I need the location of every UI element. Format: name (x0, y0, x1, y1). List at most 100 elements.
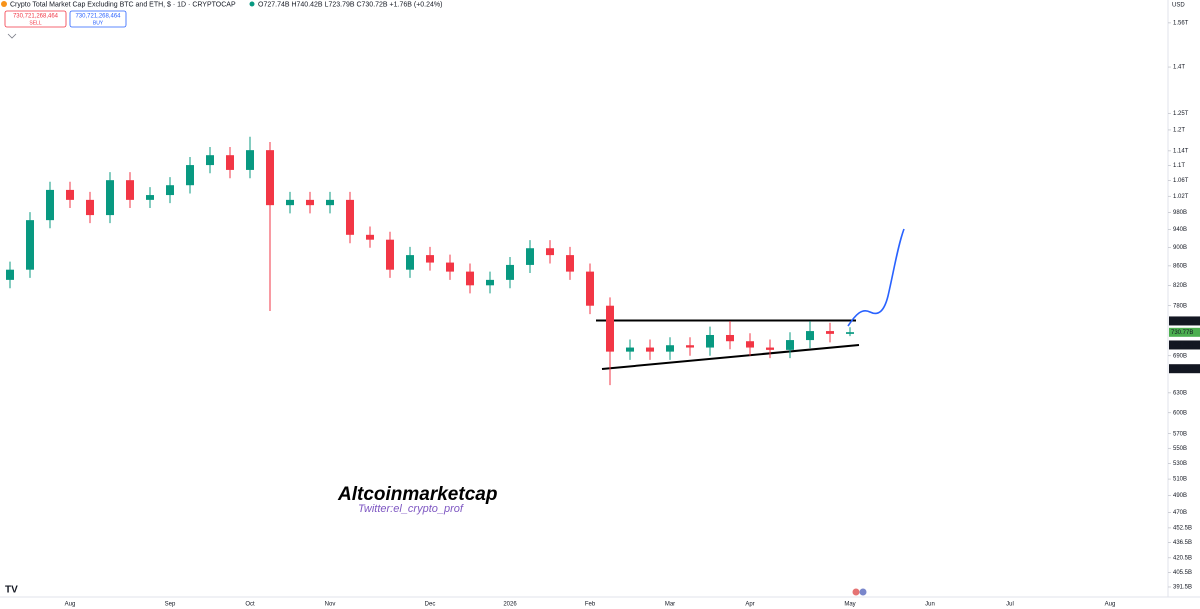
market-status (249, 1, 255, 7)
candle-body (766, 347, 774, 350)
y-tick-label: 1.02T (1173, 194, 1189, 200)
buy-price: 730,721,268,464 (75, 14, 121, 20)
candle-body (606, 305, 614, 352)
y-tick-label: 420.5B (1173, 555, 1192, 561)
candle-body (266, 150, 274, 206)
price-marker-label: 708.46B (1171, 343, 1193, 349)
candle-body (166, 185, 174, 196)
event-flag[interactable] (852, 588, 860, 596)
candle-body (806, 331, 814, 341)
y-tick-label: 900B (1173, 245, 1187, 251)
candle-body (446, 262, 454, 272)
projection-path (847, 228, 905, 327)
y-tick-label: 470B (1173, 510, 1187, 516)
y-tick-label: 1.25T (1173, 111, 1189, 117)
y-tick-label: 860B (1173, 263, 1187, 269)
sell-label: SELL (29, 20, 41, 26)
y-tick-label: 436.5B (1173, 540, 1192, 546)
x-tick-label: Jul (1006, 602, 1014, 608)
x-tick-label: Nov (325, 602, 336, 608)
candle-body (846, 332, 854, 334)
x-tick-label: Aug (65, 602, 76, 608)
x-tick-label: Dec (425, 602, 436, 608)
x-tick-label: 2026 (503, 602, 517, 608)
x-tick-label: May (844, 602, 855, 608)
candle-body (726, 334, 734, 342)
candle-body (286, 199, 294, 206)
price-marker (1169, 364, 1200, 374)
candle-body (126, 180, 134, 200)
candle-body (6, 269, 14, 280)
y-tick-label: 1.56T (1173, 20, 1189, 26)
price-marker-label: 751.43B (1171, 319, 1193, 325)
candle-body (406, 255, 414, 270)
x-tick-label: Mar (665, 602, 675, 608)
collapse-icon[interactable] (7, 33, 17, 39)
x-tick-label: Aug (1105, 602, 1116, 608)
buy-button[interactable] (69, 10, 127, 28)
y-tick-label: 550B (1173, 446, 1187, 452)
candle-body (666, 345, 674, 352)
y-tick-label: 780B (1173, 303, 1187, 309)
ohlc: O727.74B H740.42B L723.79B C730.72B +1.7… (258, 1, 442, 8)
y-tick-label: 405.5B (1173, 570, 1192, 576)
y-tick-label: 600B (1173, 410, 1187, 416)
y-tick-label: 1.1T (1173, 163, 1185, 169)
candle-body (506, 264, 514, 280)
x-tick-label: Sep (165, 602, 176, 608)
watermark-title: Altcoinmarketcap (337, 484, 497, 505)
candle-body (546, 248, 554, 256)
candles (6, 136, 854, 386)
candle-body (826, 331, 834, 334)
candle-body (186, 165, 194, 186)
x-tick-label: Jun (925, 602, 935, 608)
candle-body (706, 334, 714, 348)
symbol-title: Crypto Total Market Cap Excluding BTC an… (10, 1, 236, 8)
symbol-icon (1, 1, 7, 7)
y-tick-label: 1.2T (1173, 128, 1185, 134)
candle-body (786, 340, 794, 350)
candle-body (466, 271, 474, 286)
candle-body (226, 155, 234, 170)
candle-body (386, 239, 394, 270)
candle-body (746, 341, 754, 348)
axis-unit: USD (1172, 3, 1185, 9)
y-tick-label: 820B (1173, 283, 1187, 289)
candle-body (246, 150, 254, 170)
y-tick-label: 1.4T (1173, 65, 1185, 71)
event-flag[interactable] (859, 588, 867, 596)
y-tick-label: 452.5B (1173, 525, 1192, 531)
candle-body (586, 271, 594, 306)
candle-body (346, 199, 354, 235)
y-tick-label: 510B (1173, 477, 1187, 483)
y-tick-label: 490B (1173, 493, 1187, 499)
candle-body (426, 255, 434, 263)
candle-body (486, 279, 494, 286)
candle-body (686, 345, 694, 348)
y-tick-label: 530B (1173, 461, 1187, 467)
candle-body (46, 189, 54, 221)
x-tick-label: Oct (245, 602, 255, 608)
candle-body (66, 189, 74, 200)
price-marker-label: 730.77B (1171, 330, 1193, 336)
sell-price: 730,721,268,464 (13, 14, 59, 20)
x-tick-label: Apr (745, 602, 754, 608)
buy-label: BUY (93, 20, 104, 26)
candle-body (366, 234, 374, 240)
candle-body (146, 195, 154, 200)
y-tick-label: 570B (1173, 431, 1187, 437)
sell-button[interactable] (4, 10, 67, 28)
price-marker (1169, 327, 1200, 337)
y-tick-label: 630B (1173, 390, 1187, 396)
watermark-subtitle: Twitter:el_crypto_prof (358, 503, 464, 515)
support-line (601, 344, 860, 370)
candle-body (326, 199, 334, 206)
candle-body (306, 199, 314, 206)
candle-body (26, 220, 34, 270)
tv-logo[interactable]: TV (5, 585, 18, 596)
y-tick-label: 690B (1173, 353, 1187, 359)
candle-body (206, 155, 214, 166)
y-tick-label: 980B (1173, 210, 1187, 216)
y-tick-label: 940B (1173, 227, 1187, 233)
